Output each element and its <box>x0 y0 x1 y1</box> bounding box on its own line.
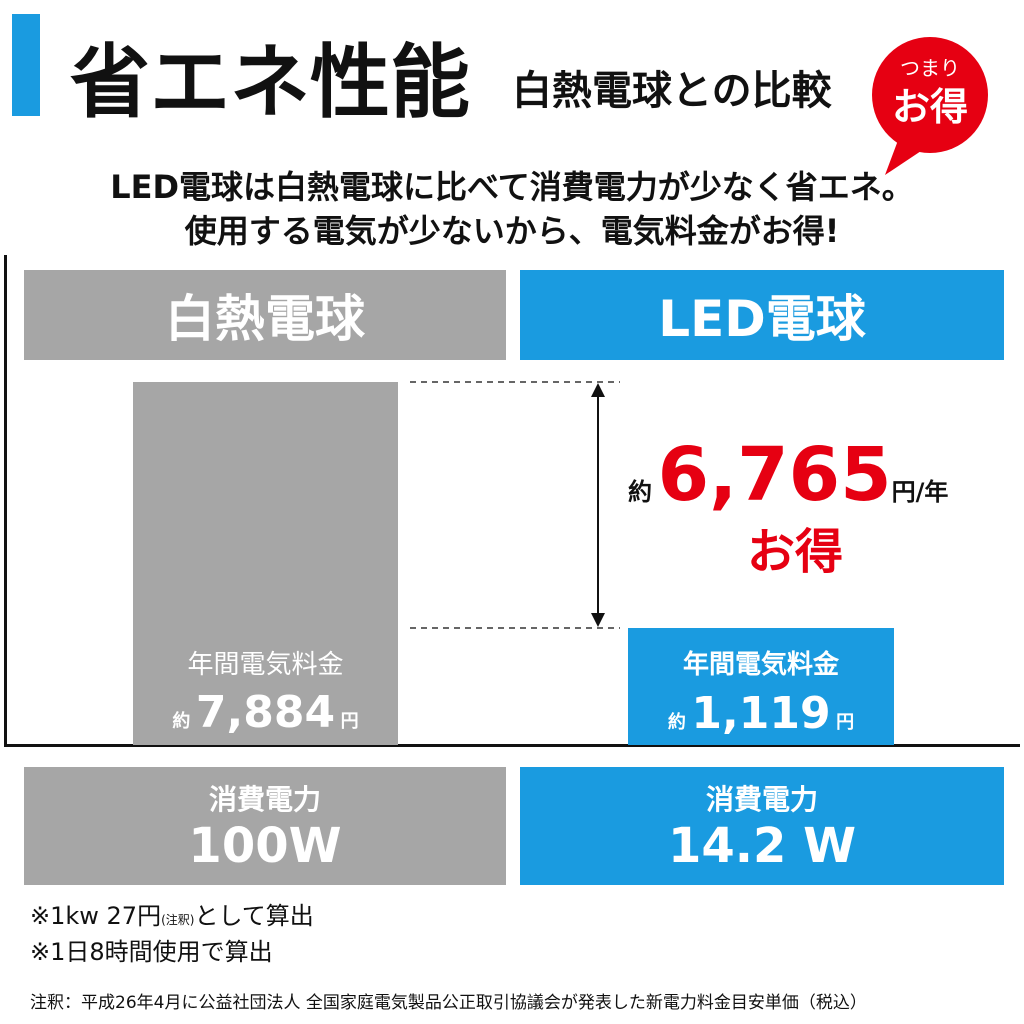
note-rest: として算出 <box>194 902 314 930</box>
axis <box>4 255 7 747</box>
power-label: 消費電力 <box>705 783 818 816</box>
unit: 円 <box>340 711 359 732</box>
note: ※1kw 27円(注釈)として算出 <box>30 900 314 936</box>
power-value: 14.2 W <box>667 818 857 874</box>
prefix: 約 <box>628 478 652 506</box>
cost-label: 年間電気料金 <box>682 650 839 680</box>
cost-bar: 年間電気料金 約 7,884 円 <box>133 382 398 745</box>
amount: 7,884 <box>195 687 336 738</box>
title: 省エネ性能 <box>70 36 470 129</box>
power-box: 消費電力 100W <box>24 767 506 885</box>
power-box: 消費電力 14.2 W <box>520 767 1004 885</box>
unit: 円 <box>836 712 855 733</box>
cost-value: 約 7,884 円 <box>133 687 398 738</box>
unit: 円/年 <box>891 478 949 506</box>
prefix: 約 <box>172 711 191 732</box>
note-small: (注釈) <box>161 913 195 927</box>
column-header: 白熱電球 <box>24 270 506 360</box>
savings: 約 6,765円/年 <box>628 432 948 518</box>
axis <box>4 744 1020 747</box>
amount: 1,119 <box>691 688 831 739</box>
power-label: 消費電力 <box>208 783 321 816</box>
accent-bar <box>12 14 40 116</box>
notes: ※1kw 27円(注釈)として算出 ※1日8時間使用で算出 <box>30 900 314 968</box>
badge-top: つまり <box>900 56 960 80</box>
cost-bar: 年間電気料金 約 1,119 円 <box>628 628 894 745</box>
cost-value: 約 1,119 円 <box>628 688 894 739</box>
note-text: ※1kw 27円 <box>30 902 162 930</box>
column-header: LED電球 <box>520 270 1004 360</box>
power-value: 100W <box>188 818 342 874</box>
prefix: 約 <box>667 712 686 733</box>
intro-line: 使用する電気が少ないから、電気料金がお得! <box>184 212 840 250</box>
savings-label: お得 <box>746 524 843 580</box>
subtitle: 白熱電球との比較 <box>512 68 832 114</box>
badge-bottom: お得 <box>892 85 968 129</box>
savings-amount: 6,765 <box>657 432 892 518</box>
badge: つまり お得 <box>872 37 988 175</box>
cost-label: 年間電気料金 <box>187 650 344 680</box>
footnote: 注釈：平成26年4月に公益社団法人 全国家庭電気製品公正取引協議会が発表した新電… <box>30 993 867 1013</box>
intro: LED電球は白熱電球に比べて消費電力が少なく省エネ。 使用する電気が少ないから、… <box>0 165 1024 253</box>
intro-line: LED電球は白熱電球に比べて消費電力が少なく省エネ。 <box>110 168 914 206</box>
note: ※1日8時間使用で算出 <box>30 938 273 966</box>
difference-marker <box>410 381 620 629</box>
